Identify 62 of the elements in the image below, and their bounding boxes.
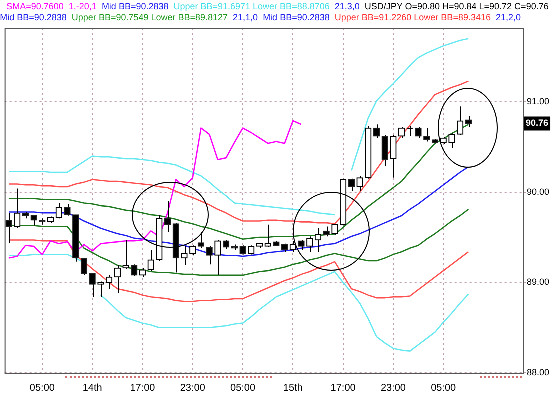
text: Upper BB=91.2260 Lower BB=89.3416: [334, 12, 491, 22]
x-tick-label: 05:00: [230, 382, 256, 394]
candlestick: [114, 265, 121, 294]
candlestick: [314, 228, 322, 252]
text: SMA=90.7600 1,-20,1: [6, 1, 97, 12]
candlestick: [290, 240, 296, 252]
candlestick: [30, 214, 38, 226]
x-tick-label: 17:00: [330, 382, 356, 394]
x-tick-label: 14th: [82, 382, 102, 394]
candlestick: [373, 124, 380, 139]
candlestick: [222, 240, 230, 250]
candlestick: [248, 245, 255, 256]
candlestick: [122, 240, 130, 270]
candlestick: [415, 126, 422, 139]
x-tick-label: 23:00: [180, 382, 206, 394]
y-tick-label: 90.00: [527, 186, 550, 197]
candlestick: [106, 274, 113, 290]
candlestick: [264, 224, 272, 248]
x-tick-label: 05:00: [30, 382, 56, 394]
candlestick: [164, 200, 172, 233]
candlestick: [398, 126, 406, 139]
y-tick-label: 88.00: [527, 367, 550, 378]
text: USD/JPY O=90.80 H=90.84 L=90.72 C=90.76: [364, 1, 549, 12]
candlestick: [382, 134, 388, 167]
candlestick: [298, 240, 305, 251]
y-tick-label: 91.00: [527, 96, 550, 107]
x-tick-label: 23:00: [380, 382, 406, 394]
candlestick: [64, 204, 71, 216]
candlestick: [240, 245, 246, 256]
annotation: 90.76: [526, 118, 549, 128]
candlestick: [80, 258, 88, 276]
x-tick-label: 05:00: [431, 382, 457, 394]
candlestick: [139, 268, 146, 278]
candlestick: [89, 273, 96, 298]
text: 21,1,0: [233, 12, 258, 22]
candlestick: [456, 106, 464, 136]
x-tick-label: 17:00: [130, 382, 156, 394]
text: Mid BB=90.2838: [0, 12, 67, 22]
candlestick: [198, 232, 205, 249]
candlestick: [190, 245, 196, 256]
candlestick: [206, 246, 213, 266]
text: 21,3,0: [334, 1, 360, 12]
text: Mid BB=90.2838: [102, 1, 169, 12]
candlestick: [148, 250, 154, 272]
candlestick: [56, 202, 62, 220]
candlestick: [14, 188, 21, 229]
candlestick: [306, 236, 314, 252]
candlestick: [348, 178, 355, 192]
candlestick: [356, 176, 364, 192]
text: Mid BB=90.2838: [263, 12, 330, 22]
candlestick: [181, 246, 188, 266]
candlestick: [448, 133, 456, 149]
candlestick: [390, 134, 397, 178]
candlestick: [131, 264, 138, 277]
text: Upper BB=91.6971 Lower BB=88.8706: [174, 1, 330, 12]
candlestick: [214, 240, 222, 276]
text: Upper BB=90.7549 Lower BB=89.8127: [72, 12, 228, 22]
x-tick-label: 15th: [283, 382, 303, 394]
y-tick-label: 89.00: [527, 277, 550, 288]
candlestick: [6, 212, 12, 244]
text: 21,2,0: [496, 12, 522, 22]
candlestick: [424, 128, 430, 142]
